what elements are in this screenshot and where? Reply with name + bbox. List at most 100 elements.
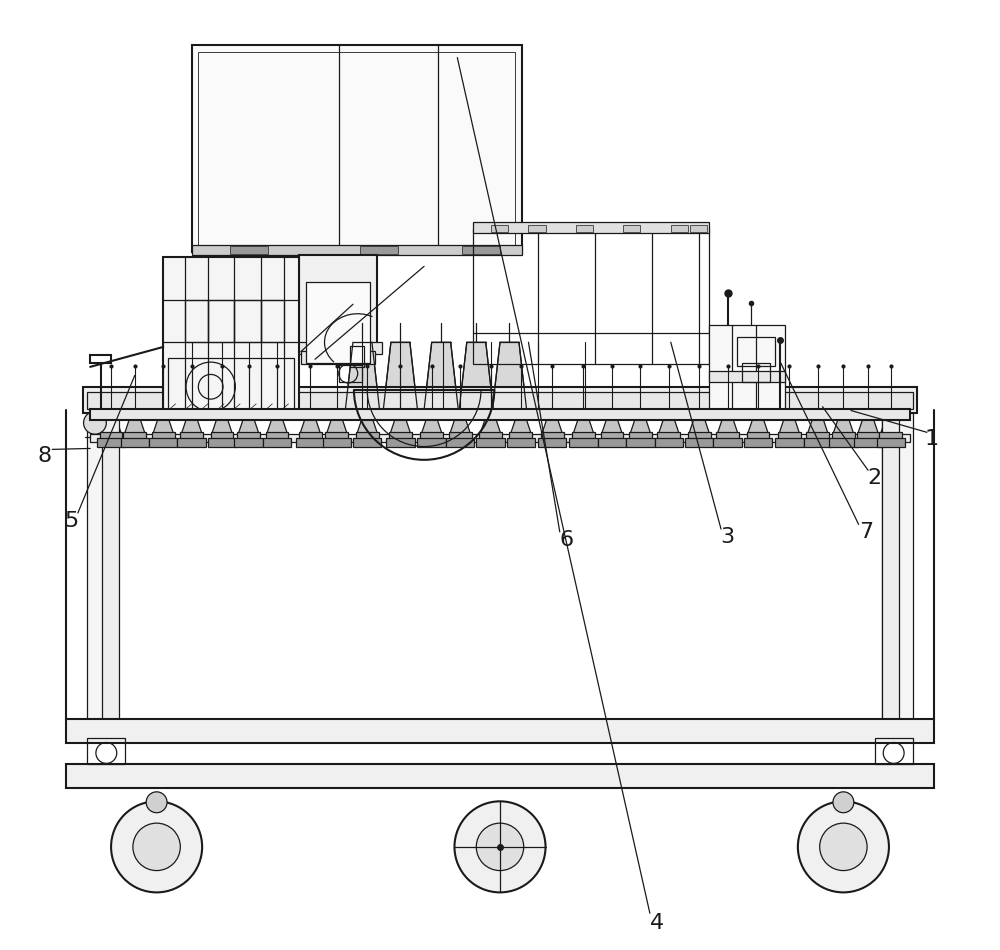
Polygon shape: [717, 420, 738, 434]
Bar: [323, 438, 351, 446]
Bar: [854, 438, 882, 446]
Text: 8: 8: [38, 446, 52, 466]
Polygon shape: [345, 342, 380, 409]
Polygon shape: [305, 408, 316, 420]
Bar: [353, 438, 381, 446]
Polygon shape: [426, 408, 437, 420]
Bar: [491, 224, 508, 232]
Bar: [325, 432, 348, 440]
Bar: [685, 438, 713, 446]
Polygon shape: [812, 408, 823, 420]
Bar: [261, 299, 284, 342]
Bar: [882, 413, 913, 733]
Bar: [541, 432, 564, 440]
Polygon shape: [492, 342, 527, 409]
Bar: [598, 438, 626, 446]
Bar: [688, 432, 711, 440]
Bar: [208, 299, 234, 342]
Polygon shape: [694, 408, 705, 420]
Bar: [804, 438, 832, 446]
Polygon shape: [383, 342, 417, 409]
Bar: [66, 765, 934, 788]
Bar: [601, 432, 623, 440]
Bar: [296, 438, 325, 446]
Polygon shape: [357, 420, 378, 434]
Polygon shape: [838, 408, 849, 420]
Polygon shape: [124, 420, 145, 434]
Bar: [168, 358, 294, 410]
Polygon shape: [181, 420, 202, 434]
Polygon shape: [858, 420, 878, 434]
Bar: [744, 438, 772, 446]
Bar: [446, 438, 474, 446]
Text: 2: 2: [868, 467, 882, 488]
Text: 7: 7: [859, 522, 873, 542]
Bar: [417, 438, 446, 446]
Bar: [775, 438, 804, 446]
Bar: [192, 46, 522, 252]
Bar: [879, 432, 902, 440]
Text: 6: 6: [559, 529, 573, 549]
Bar: [102, 413, 119, 736]
Bar: [690, 224, 707, 232]
Polygon shape: [454, 408, 466, 420]
Polygon shape: [212, 420, 232, 434]
Bar: [66, 719, 934, 743]
Polygon shape: [480, 420, 501, 434]
Bar: [462, 246, 500, 254]
Bar: [234, 299, 261, 342]
Bar: [476, 438, 505, 446]
Bar: [83, 387, 917, 413]
Polygon shape: [158, 408, 169, 420]
Polygon shape: [635, 408, 646, 420]
Bar: [263, 438, 291, 446]
Bar: [832, 432, 855, 440]
Bar: [829, 438, 858, 446]
Bar: [857, 432, 879, 440]
Bar: [716, 432, 739, 440]
Bar: [299, 432, 322, 440]
Bar: [473, 229, 709, 364]
Polygon shape: [362, 408, 373, 420]
Bar: [121, 438, 149, 446]
Bar: [420, 432, 443, 440]
Bar: [163, 256, 299, 410]
Bar: [87, 391, 913, 408]
Bar: [152, 432, 175, 440]
Bar: [449, 432, 472, 440]
Bar: [90, 408, 910, 420]
Polygon shape: [395, 408, 406, 420]
Text: 5: 5: [64, 510, 78, 530]
Bar: [230, 246, 268, 254]
Polygon shape: [546, 408, 558, 420]
Bar: [185, 299, 208, 342]
Bar: [180, 432, 203, 440]
Bar: [234, 438, 263, 446]
Bar: [208, 438, 236, 446]
Circle shape: [454, 801, 546, 892]
Text: 4: 4: [649, 913, 664, 933]
Bar: [237, 432, 260, 440]
Polygon shape: [267, 420, 288, 434]
Bar: [149, 438, 177, 446]
Circle shape: [798, 801, 889, 892]
Polygon shape: [663, 408, 675, 420]
Bar: [671, 224, 688, 232]
Bar: [192, 245, 522, 255]
Polygon shape: [101, 420, 122, 434]
Bar: [709, 370, 785, 382]
Bar: [301, 351, 375, 364]
Bar: [747, 432, 769, 440]
Bar: [737, 337, 775, 366]
Polygon shape: [752, 408, 764, 420]
Polygon shape: [885, 408, 897, 420]
Bar: [877, 438, 905, 446]
Polygon shape: [243, 408, 254, 420]
Polygon shape: [300, 420, 321, 434]
Bar: [473, 221, 709, 233]
Polygon shape: [515, 408, 527, 420]
Text: 3: 3: [721, 526, 735, 546]
Bar: [90, 434, 910, 442]
Bar: [629, 432, 652, 440]
Polygon shape: [271, 408, 283, 420]
